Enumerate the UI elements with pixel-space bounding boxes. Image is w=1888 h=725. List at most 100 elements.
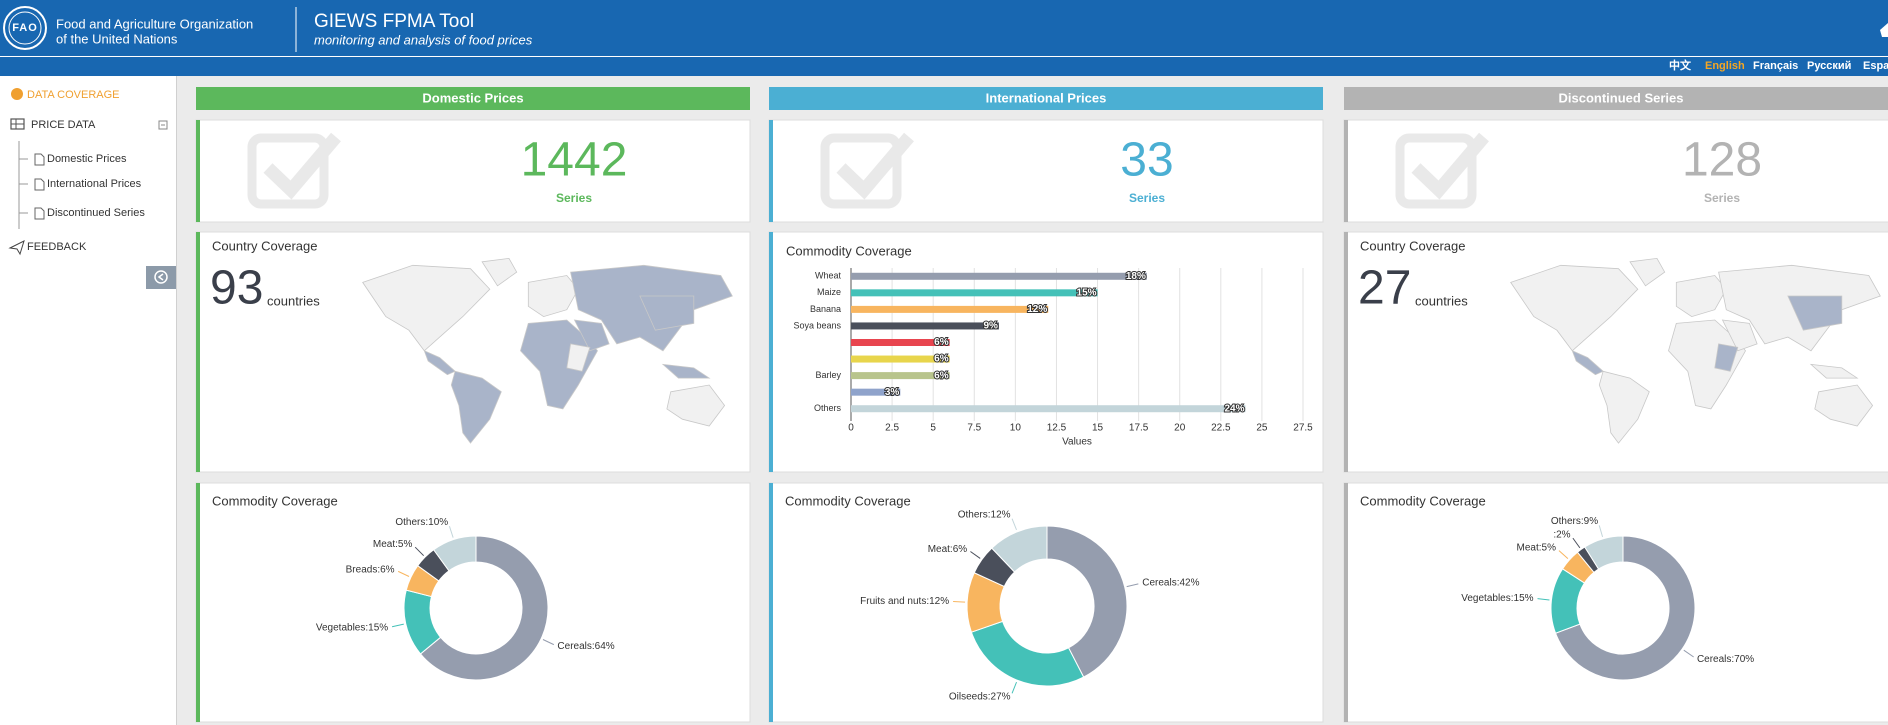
slice-label: Cereals:70% bbox=[1697, 654, 1754, 665]
slice-label: Oilseeds:27% bbox=[949, 692, 1011, 703]
map-region bbox=[520, 319, 598, 410]
country-count: 93 bbox=[210, 262, 263, 315]
slice-label: Breads:6% bbox=[346, 564, 395, 575]
country-count: 27 bbox=[1358, 262, 1411, 315]
leader-line bbox=[448, 526, 454, 538]
map-region bbox=[1668, 319, 1746, 410]
donut-slice bbox=[432, 535, 477, 572]
slice-label: :2% bbox=[1553, 530, 1570, 541]
map-region bbox=[1629, 257, 1666, 287]
bar-value-label: 18% bbox=[1126, 271, 1146, 282]
card-title: Commodity Coverage bbox=[785, 493, 911, 508]
org-name: of the United Nations bbox=[56, 31, 178, 46]
map-region bbox=[1714, 343, 1739, 372]
map-region bbox=[1571, 350, 1604, 376]
bar bbox=[851, 339, 950, 346]
leader-line bbox=[1572, 537, 1581, 549]
panel-header[interactable] bbox=[196, 87, 750, 110]
leader-line bbox=[542, 639, 555, 646]
language-link[interactable]: Español bbox=[1863, 60, 1888, 72]
map-region bbox=[1787, 295, 1843, 331]
x-tick-label: 2.5 bbox=[885, 423, 899, 434]
map-region bbox=[1510, 264, 1639, 352]
leader-line bbox=[1683, 649, 1694, 658]
card-accent bbox=[769, 483, 773, 722]
series-count: 1442 bbox=[521, 134, 628, 187]
slice-label: Others:10% bbox=[395, 517, 448, 528]
x-tick-label: 0 bbox=[848, 423, 854, 434]
panel-title: Domestic Prices bbox=[422, 90, 523, 105]
donut-slice bbox=[1046, 525, 1128, 678]
panel-header[interactable] bbox=[1344, 87, 1888, 110]
x-axis-label: Values bbox=[1062, 437, 1092, 448]
slice-label: Meat:5% bbox=[373, 539, 413, 550]
language-link[interactable]: Русский bbox=[1807, 60, 1851, 72]
donut-slice bbox=[419, 535, 549, 681]
nav-feedback[interactable]: FEEDBACK bbox=[27, 241, 87, 253]
x-tick-label: 12.5 bbox=[1047, 423, 1067, 434]
card bbox=[1343, 482, 1888, 723]
card-title: Commodity Coverage bbox=[212, 493, 338, 508]
slice-label: Cereals:64% bbox=[557, 641, 614, 652]
home-icon[interactable] bbox=[1880, 23, 1888, 37]
bar-value-label: 24% bbox=[1224, 403, 1244, 414]
nav-item[interactable]: International Prices bbox=[47, 178, 142, 190]
country-unit: countries bbox=[267, 293, 320, 308]
bar-value-label: 6% bbox=[934, 370, 949, 381]
slice-label: Others:9% bbox=[1551, 516, 1598, 527]
slice-label: Cereals:42% bbox=[1142, 578, 1199, 589]
header-bar bbox=[0, 0, 1888, 56]
nav-item[interactable]: Discontinued Series bbox=[47, 207, 145, 219]
doc-icon bbox=[34, 207, 45, 220]
card-accent bbox=[769, 232, 773, 472]
logo-ring[interactable] bbox=[3, 6, 47, 50]
panel-title: Discontinued Series bbox=[1559, 90, 1684, 105]
leader-line bbox=[391, 623, 404, 628]
nav-price-data[interactable]: PRICE DATA bbox=[31, 119, 96, 131]
leader-line bbox=[1011, 518, 1017, 531]
leader-line bbox=[1537, 598, 1550, 601]
panel-title: International Prices bbox=[986, 90, 1107, 105]
check-icon bbox=[836, 132, 914, 200]
x-tick-label: 7.5 bbox=[967, 423, 981, 434]
series-label: Series bbox=[556, 191, 592, 205]
map-region bbox=[666, 384, 726, 427]
bar-value-label: 6% bbox=[934, 354, 949, 365]
x-tick-label: 5 bbox=[930, 423, 936, 434]
panel-header[interactable] bbox=[769, 87, 1323, 110]
x-tick-label: 17.5 bbox=[1129, 423, 1149, 434]
country-unit: countries bbox=[1415, 293, 1468, 308]
x-tick-label: 15 bbox=[1092, 423, 1104, 434]
map-region bbox=[1598, 370, 1650, 444]
x-tick-label: 22.5 bbox=[1211, 423, 1231, 434]
sidebar-collapse-button[interactable] bbox=[146, 266, 176, 289]
nav-item[interactable]: Domestic Prices bbox=[47, 153, 127, 165]
map-region bbox=[481, 257, 518, 287]
map-region bbox=[423, 350, 456, 376]
card-title: Country Coverage bbox=[1360, 238, 1466, 253]
slice-label: Vegetables:15% bbox=[316, 622, 388, 633]
map-region bbox=[1809, 363, 1859, 379]
map-region bbox=[527, 275, 579, 318]
app-title[interactable]: GIEWS FPMA Tool bbox=[314, 11, 474, 32]
collapse-toggle[interactable] bbox=[158, 120, 168, 130]
nav-data-coverage[interactable]: DATA COVERAGE bbox=[27, 89, 120, 101]
series-count: 33 bbox=[1120, 134, 1173, 187]
card-title: Country Coverage bbox=[212, 238, 318, 253]
bar-value-label: 9% bbox=[983, 321, 998, 332]
language-link[interactable]: English bbox=[1705, 60, 1745, 72]
language-link[interactable]: 中文 bbox=[1669, 58, 1692, 72]
org-name: Food and Agriculture Organization bbox=[56, 16, 253, 31]
app-subtitle: monitoring and analysis of food prices bbox=[314, 32, 533, 47]
donut-slice bbox=[991, 525, 1048, 573]
bar bbox=[851, 305, 1049, 313]
card bbox=[768, 231, 1324, 473]
language-link[interactable]: Français bbox=[1753, 60, 1798, 72]
doc-icon bbox=[34, 153, 45, 166]
map-region bbox=[639, 295, 695, 331]
bar bbox=[851, 388, 901, 396]
sidebar bbox=[0, 76, 176, 725]
bar bbox=[851, 322, 999, 330]
feedback-icon bbox=[8, 240, 25, 256]
